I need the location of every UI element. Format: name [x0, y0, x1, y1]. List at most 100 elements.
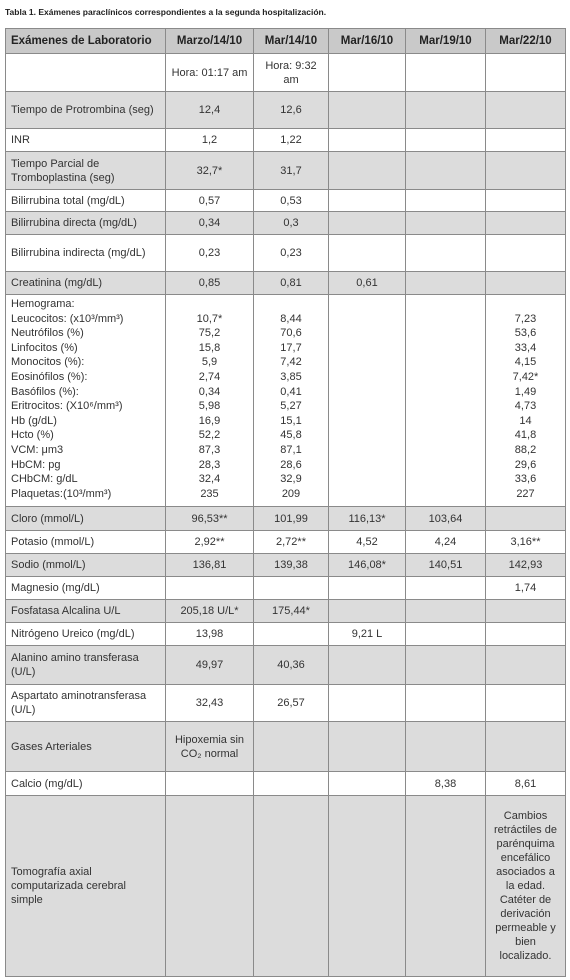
table-cell: Magnesio (mg/dL) [5, 576, 166, 600]
table-cell: Cloro (mmol/L) [5, 506, 166, 531]
cell-line: Monocitos (%): [11, 356, 85, 369]
table-cell [485, 599, 566, 623]
cell-line: Hcto (%) [11, 429, 54, 442]
cell-line: 16,9 [198, 414, 221, 427]
table-cell: 2,72** [253, 530, 329, 554]
cell-line [171, 297, 248, 312]
cell-line: 5,98 [198, 400, 221, 413]
table-cell: Bilirrubina total (mg/dL) [5, 189, 166, 212]
table-cell: 101,99 [253, 506, 329, 531]
table-cell [405, 684, 486, 722]
table-row: Alanino amino transferasa (U/L) 49,97 40,3… [5, 645, 566, 685]
table-cell [165, 771, 254, 796]
table-row: INR 1,2 1,22 [5, 128, 566, 152]
table-cell: 136,81 [165, 553, 254, 577]
table-cell: 0,23 [253, 234, 329, 272]
cell-line: 29,6 [514, 458, 537, 471]
cell-line: 53,6 [514, 327, 537, 340]
table-cell [328, 211, 406, 235]
table-cell [328, 234, 406, 272]
table-cell [328, 684, 406, 722]
table-cell [165, 795, 254, 977]
table-cell: Aspartato aminotransferasa (U/L) [5, 684, 166, 722]
cell-line: 52,2 [198, 429, 221, 442]
table-cell: 8,44 70,6 17,7 7,42 3,85 0,41 5,27 15,1 45,8 87,1… [253, 294, 329, 507]
table-cell [405, 128, 486, 152]
cell-line [259, 297, 323, 312]
table-row: Bilirrubina indirecta (mg/dL) 0,23 0,23 [5, 234, 566, 272]
cell-line: 7,42 [280, 356, 302, 369]
cell-line: 75,2 [198, 327, 221, 340]
cell-line: 8,44 [280, 312, 302, 325]
table-cell [485, 91, 566, 129]
table-row: Potasio (mmol/L) 2,92** 2,72** 4,52 4,24 3,16… [5, 530, 566, 554]
table-cell [253, 795, 329, 977]
table-cell: 32,7* [165, 151, 254, 190]
table-cell: 0,3 [253, 211, 329, 235]
cell-line: Hemograma: [11, 298, 75, 310]
table-cell [405, 189, 486, 212]
table-cell: Hemograma: Leucocitos: (x10³/mm³) Neutrófi… [5, 294, 166, 507]
cell-line: Neutrófilos (%) [11, 327, 84, 340]
table-cell [253, 576, 329, 600]
table-cell: Calcio (mg/dL) [5, 771, 166, 796]
table-cell [485, 721, 566, 772]
table-cell: 0,23 [165, 234, 254, 272]
table-cell: 142,93 [485, 553, 566, 577]
table-cell [165, 576, 254, 600]
table-cell: 0,57 [165, 189, 254, 212]
cell-line: Plaquetas:(10³/mm³) [11, 487, 112, 500]
cell-line: 5,9 [201, 356, 218, 369]
cell-line: 45,8 [280, 429, 302, 442]
cell-line: VCM: μm3 [11, 443, 64, 456]
cell-line: 17,7 [280, 341, 302, 354]
table-cell: 1,2 [165, 128, 254, 152]
table-cell [485, 53, 566, 92]
table-cell: 2,92** [165, 530, 254, 554]
table-cell [405, 271, 486, 295]
cell-line: 227 [516, 487, 535, 500]
table-row: Bilirrubina total (mg/dL) 0,57 0,53 [5, 189, 566, 212]
cell-line: 32,9 [280, 473, 302, 486]
cell-line: 2,74 [198, 370, 221, 383]
cell-line: 88,2 [514, 443, 537, 456]
table-cell: Hora: 01:17 am [165, 53, 254, 92]
table-cell: 10,7* 75,2 15,8 5,9 2,74 0,34 5,98 16,9 52,2 87,3… [165, 294, 254, 507]
header-cell: Exámenes de Laboratorio [5, 28, 166, 54]
table-cell: 12,4 [165, 91, 254, 129]
cell-line: 1,49 [514, 385, 537, 398]
table-cell [328, 771, 406, 796]
table-cell [485, 189, 566, 212]
table-cell: 40,36 [253, 645, 329, 685]
table-cell [328, 721, 406, 772]
table-cell: Creatinina (mg/dL) [5, 271, 166, 295]
table-cell: 146,08* [328, 553, 406, 577]
table-cell [328, 128, 406, 152]
cell-line: Eosinófilos (%): [11, 370, 88, 383]
header-cell: Mar/14/10 [253, 28, 329, 54]
table-cell [405, 599, 486, 623]
table-cell: 116,13* [328, 506, 406, 531]
table-cell [405, 576, 486, 600]
cell-line: 70,6 [280, 327, 302, 340]
cell-line: 15,8 [198, 341, 221, 354]
table-cell [253, 721, 329, 772]
table-cell [328, 599, 406, 623]
table-row: Cloro (mmol/L) 96,53** 101,99 116,13* 103,64 [5, 506, 566, 531]
table-cell [328, 189, 406, 212]
table-cell: 0,85 [165, 271, 254, 295]
table-cell: 13,98 [165, 622, 254, 646]
cell-line: 209 [281, 487, 301, 500]
cell-line: Hb (g/dL) [11, 414, 57, 427]
table-cell: Alanino amino transferasa (U/L) [5, 645, 166, 685]
table-row: Bilirrubina directa (mg/dL) 0,34 0,3 [5, 211, 566, 235]
table-cell: Cambios retráctiles de parénquima encefá… [485, 795, 566, 977]
table-cell [405, 294, 486, 507]
table-cell: 140,51 [405, 553, 486, 577]
table-cell: 0,61 [328, 271, 406, 295]
table-cell [5, 53, 166, 92]
cell-line: 33,4 [514, 341, 537, 354]
cell-line: 0,34 [198, 385, 221, 398]
table-cell [485, 622, 566, 646]
